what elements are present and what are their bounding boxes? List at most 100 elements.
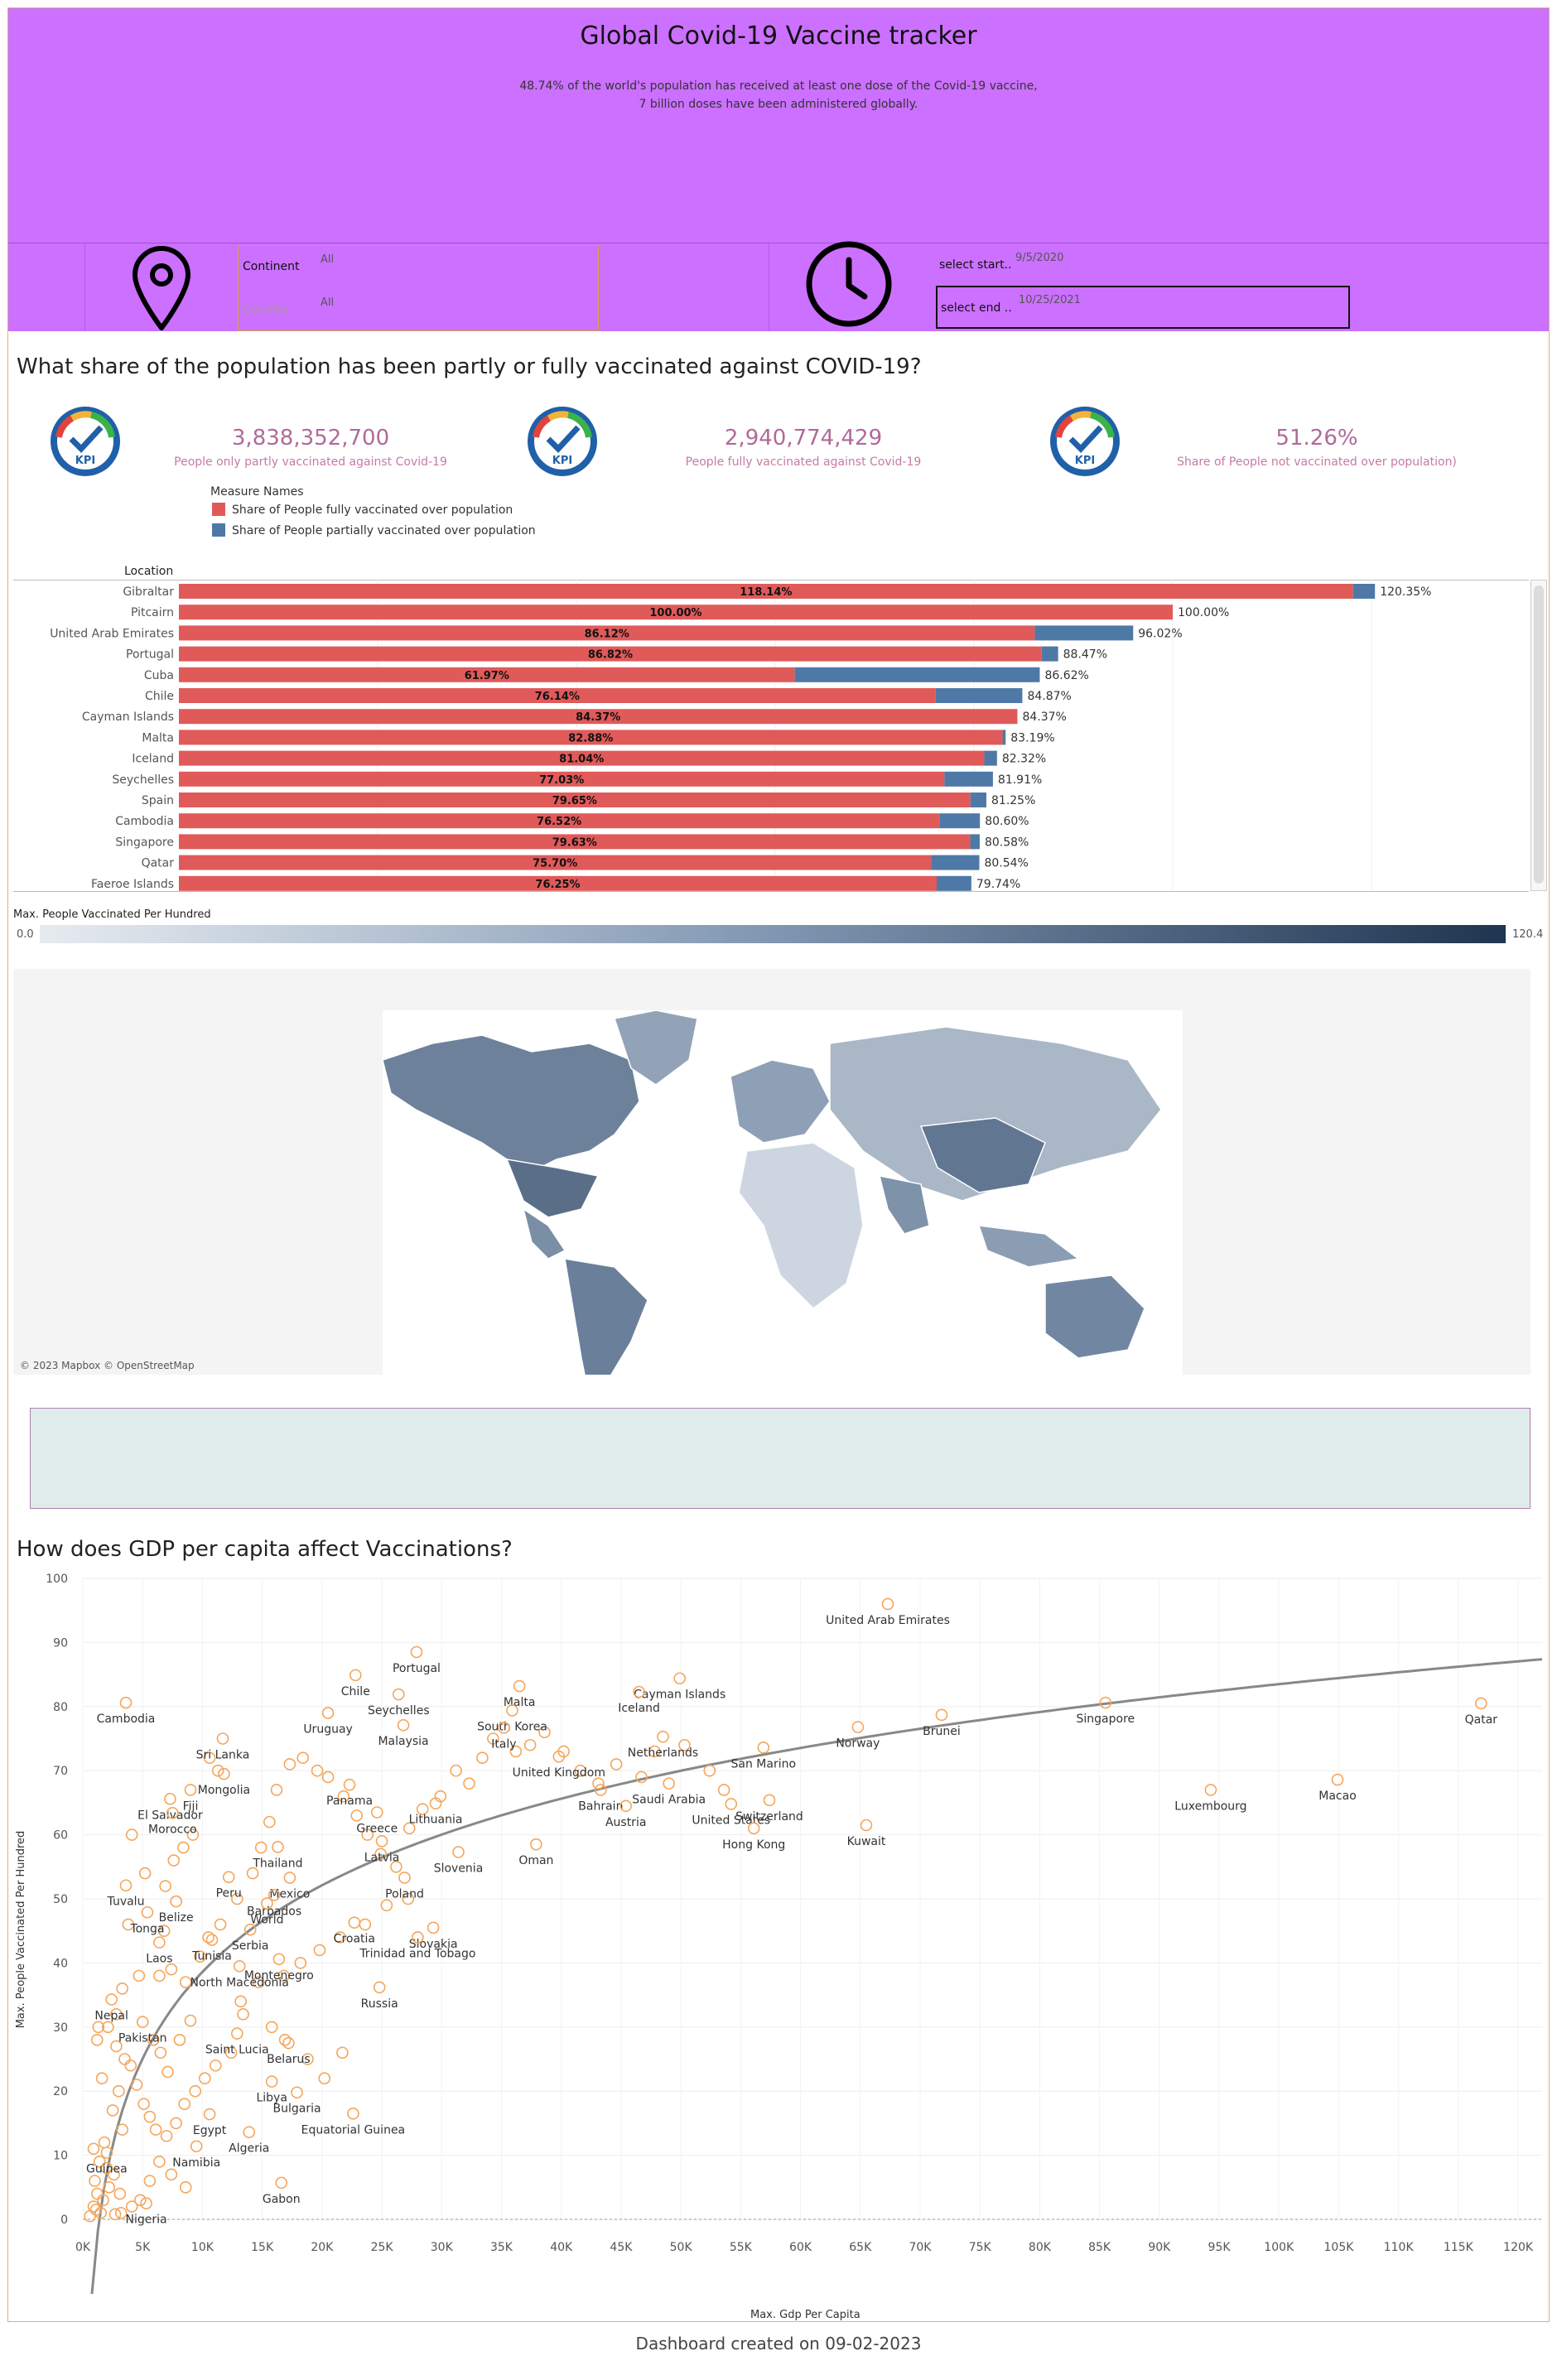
data-point <box>136 2016 149 2028</box>
legend-item-full[interactable]: Share of People fully vaccinated over po… <box>232 503 513 517</box>
data-point <box>95 2072 108 2085</box>
bar-location-label: Chile <box>145 690 174 703</box>
data-point <box>277 1969 290 1983</box>
x-tick-label: 75K <box>969 2241 992 2254</box>
data-point <box>270 1784 283 1796</box>
point-label: Laos <box>146 1953 172 1966</box>
point-label: South Korea <box>477 1720 547 1733</box>
data-point <box>147 2033 160 2046</box>
bar-partial-segment <box>794 667 1040 682</box>
data-point <box>265 2075 278 2088</box>
data-point <box>416 1803 429 1815</box>
legend-item-partial[interactable]: Share of People partially vaccinated ove… <box>232 524 536 537</box>
data-point <box>619 1799 632 1813</box>
india-shape <box>878 1175 930 1235</box>
country-filter[interactable]: All <box>321 296 335 309</box>
kpi-badge-text: KPI <box>552 455 572 467</box>
y-tick-label: 0 <box>60 2214 68 2227</box>
data-point <box>343 1778 356 1791</box>
point-label: Chile <box>341 1685 370 1698</box>
kpi-partly-vaccinated-value: 3,838,352,700 <box>231 426 390 450</box>
end-date-filter[interactable]: 10/25/2021 <box>1019 294 1081 306</box>
start-date-filter[interactable]: 9/5/2020 <box>1015 252 1064 264</box>
y-tick-label: 60 <box>53 1829 68 1843</box>
point-label: Namibia <box>172 2156 220 2170</box>
point-label: Seychelles <box>368 1704 430 1718</box>
point-label: Nepal <box>94 2010 128 2023</box>
data-point <box>313 1944 326 1957</box>
data-point <box>321 1707 335 1719</box>
bar-full-value-label: 84.37% <box>576 711 620 724</box>
scrollbar-thumb[interactable] <box>1534 585 1544 884</box>
bar-partial-segment <box>1041 646 1058 662</box>
bar-partial-segment <box>1352 584 1376 599</box>
data-point <box>283 1758 296 1771</box>
data-point <box>359 1918 372 1931</box>
bar-chart-scrollbar[interactable] <box>1530 580 1547 891</box>
data-point <box>427 1921 440 1934</box>
data-point <box>137 2098 150 2110</box>
data-point <box>91 2033 104 2046</box>
location-header: Location <box>124 565 174 578</box>
x-tick-label: 70K <box>909 2241 932 2254</box>
data-point <box>294 1957 307 1969</box>
kpi-fully-vaccinated-value: 2,940,774,429 <box>724 426 883 450</box>
point-label: Tuvalu <box>107 1896 145 1909</box>
bar-full-value-label: 100.00% <box>649 607 701 619</box>
data-point <box>610 1758 623 1771</box>
end-date-box[interactable] <box>936 286 1350 329</box>
point-label: Netherlands <box>628 1746 698 1760</box>
point-label: Singapore <box>1077 1713 1135 1726</box>
start-date-label: select start.. <box>939 258 1012 272</box>
data-point <box>374 1848 387 1861</box>
bar-location-label: Iceland <box>132 753 174 766</box>
point-label: Mongolia <box>198 1784 250 1797</box>
kpi-gauge-icon: KPI <box>1050 407 1120 476</box>
data-point <box>160 2130 173 2142</box>
header-banner: Global Covid-19 Vaccine tracker 48.74% o… <box>8 8 1549 331</box>
data-point <box>108 2208 122 2221</box>
china-shape <box>919 1117 1046 1193</box>
y-axis-title: Max. People Vaccinated Per Hundred <box>15 1732 27 2029</box>
point-label: Switzerland <box>735 1810 803 1824</box>
continent-filter[interactable]: All <box>321 253 335 266</box>
point-label: Nigeria <box>125 2214 166 2227</box>
point-label: Trinidad and Tobago <box>359 1947 475 1960</box>
x-tick-label: 40K <box>550 2241 573 2254</box>
point-label: Malta <box>504 1696 536 1709</box>
point-label: Malaysia <box>378 1735 428 1748</box>
point-label: Belize <box>159 1911 194 1925</box>
central-america-shape <box>522 1207 566 1260</box>
world-map[interactable]: © 2023 Mapbox © OpenStreetMap <box>13 969 1530 1375</box>
data-point <box>122 1918 135 1931</box>
data-point <box>283 1872 296 1884</box>
point-label: Poland <box>385 1887 424 1901</box>
data-point <box>635 1771 648 1784</box>
data-point <box>178 2098 191 2110</box>
data-point <box>125 1828 138 1841</box>
data-point <box>179 2180 192 2194</box>
point-label: Italy <box>491 1737 516 1751</box>
data-point <box>1475 1697 1487 1710</box>
bar-total-value-label: 96.02% <box>1138 627 1182 640</box>
bar-full-segment <box>179 730 1003 745</box>
clock-icon <box>806 241 892 327</box>
data-point <box>153 1969 166 1983</box>
data-point <box>165 1963 178 1976</box>
filter-separator <box>84 243 85 331</box>
bar-total-value-label: 82.32% <box>1002 753 1046 766</box>
data-point <box>184 2014 197 2027</box>
x-tick-label: 15K <box>251 2241 274 2254</box>
data-point <box>110 2040 123 2053</box>
y-tick-label: 20 <box>53 2085 68 2098</box>
x-tick-label: 0K <box>75 2241 91 2254</box>
bar-partial-segment <box>944 771 993 787</box>
data-point <box>218 1767 230 1780</box>
x-tick-label: 115K <box>1444 2241 1474 2254</box>
data-point <box>523 1738 537 1751</box>
point-label: Gabon <box>263 2193 301 2206</box>
data-point <box>506 1704 518 1717</box>
bar-partial-segment <box>937 875 971 891</box>
data-point <box>278 2033 292 2046</box>
bar-full-value-label: 79.65% <box>552 795 597 807</box>
